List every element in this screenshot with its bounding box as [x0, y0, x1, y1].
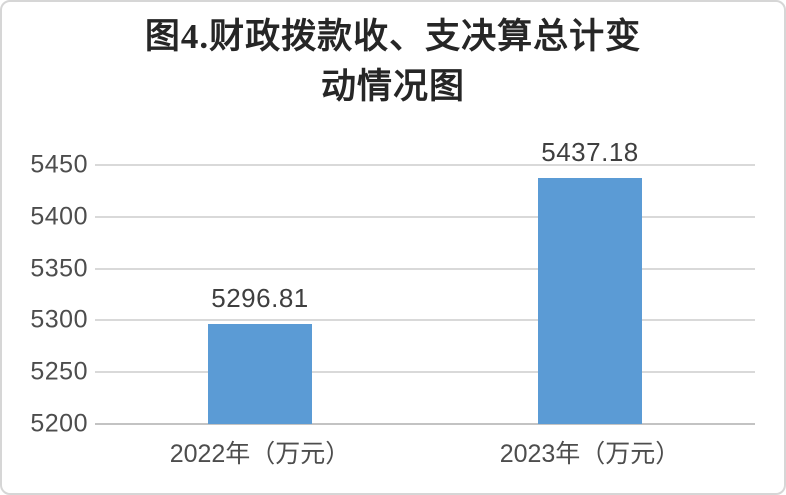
y-tick-label: 5200	[30, 409, 88, 438]
y-gridline	[95, 164, 755, 166]
x-axis-line	[95, 423, 755, 425]
y-gridline	[95, 319, 755, 322]
x-category-label: 2022年（万元）	[169, 440, 351, 468]
y-tick-label: 5300	[30, 305, 88, 334]
bars-row: 5296.81 5437.18	[95, 137, 755, 424]
y-tick-label: 5350	[30, 254, 88, 283]
y-axis-labels: 5200 5250 5300 5350 5400 5450	[10, 151, 88, 438]
y-gridline	[95, 371, 755, 374]
plot-area: 5296.81 5437.18	[95, 137, 755, 425]
bar	[538, 178, 642, 424]
bar-slot: 5296.81	[95, 165, 425, 424]
y-tick-label: 5450	[30, 150, 88, 179]
grid-layer	[95, 164, 755, 425]
x-axis-labels: 2022年（万元） 2023年（万元）	[95, 434, 755, 470]
chart-title: 图4.财政拨款收、支决算总计变 动情况图	[144, 17, 642, 106]
y-gridline	[95, 267, 755, 270]
y-tick-label: 5250	[30, 357, 88, 386]
bar	[208, 323, 312, 424]
y-tick-label: 5400	[30, 202, 88, 231]
y-gridline	[95, 215, 755, 218]
bar-data-label: 5437.18	[541, 137, 639, 168]
bar-data-label: 5296.81	[211, 282, 309, 313]
bar-slot: 5437.18	[425, 137, 755, 424]
x-category-label: 2023年（万元）	[499, 440, 681, 468]
